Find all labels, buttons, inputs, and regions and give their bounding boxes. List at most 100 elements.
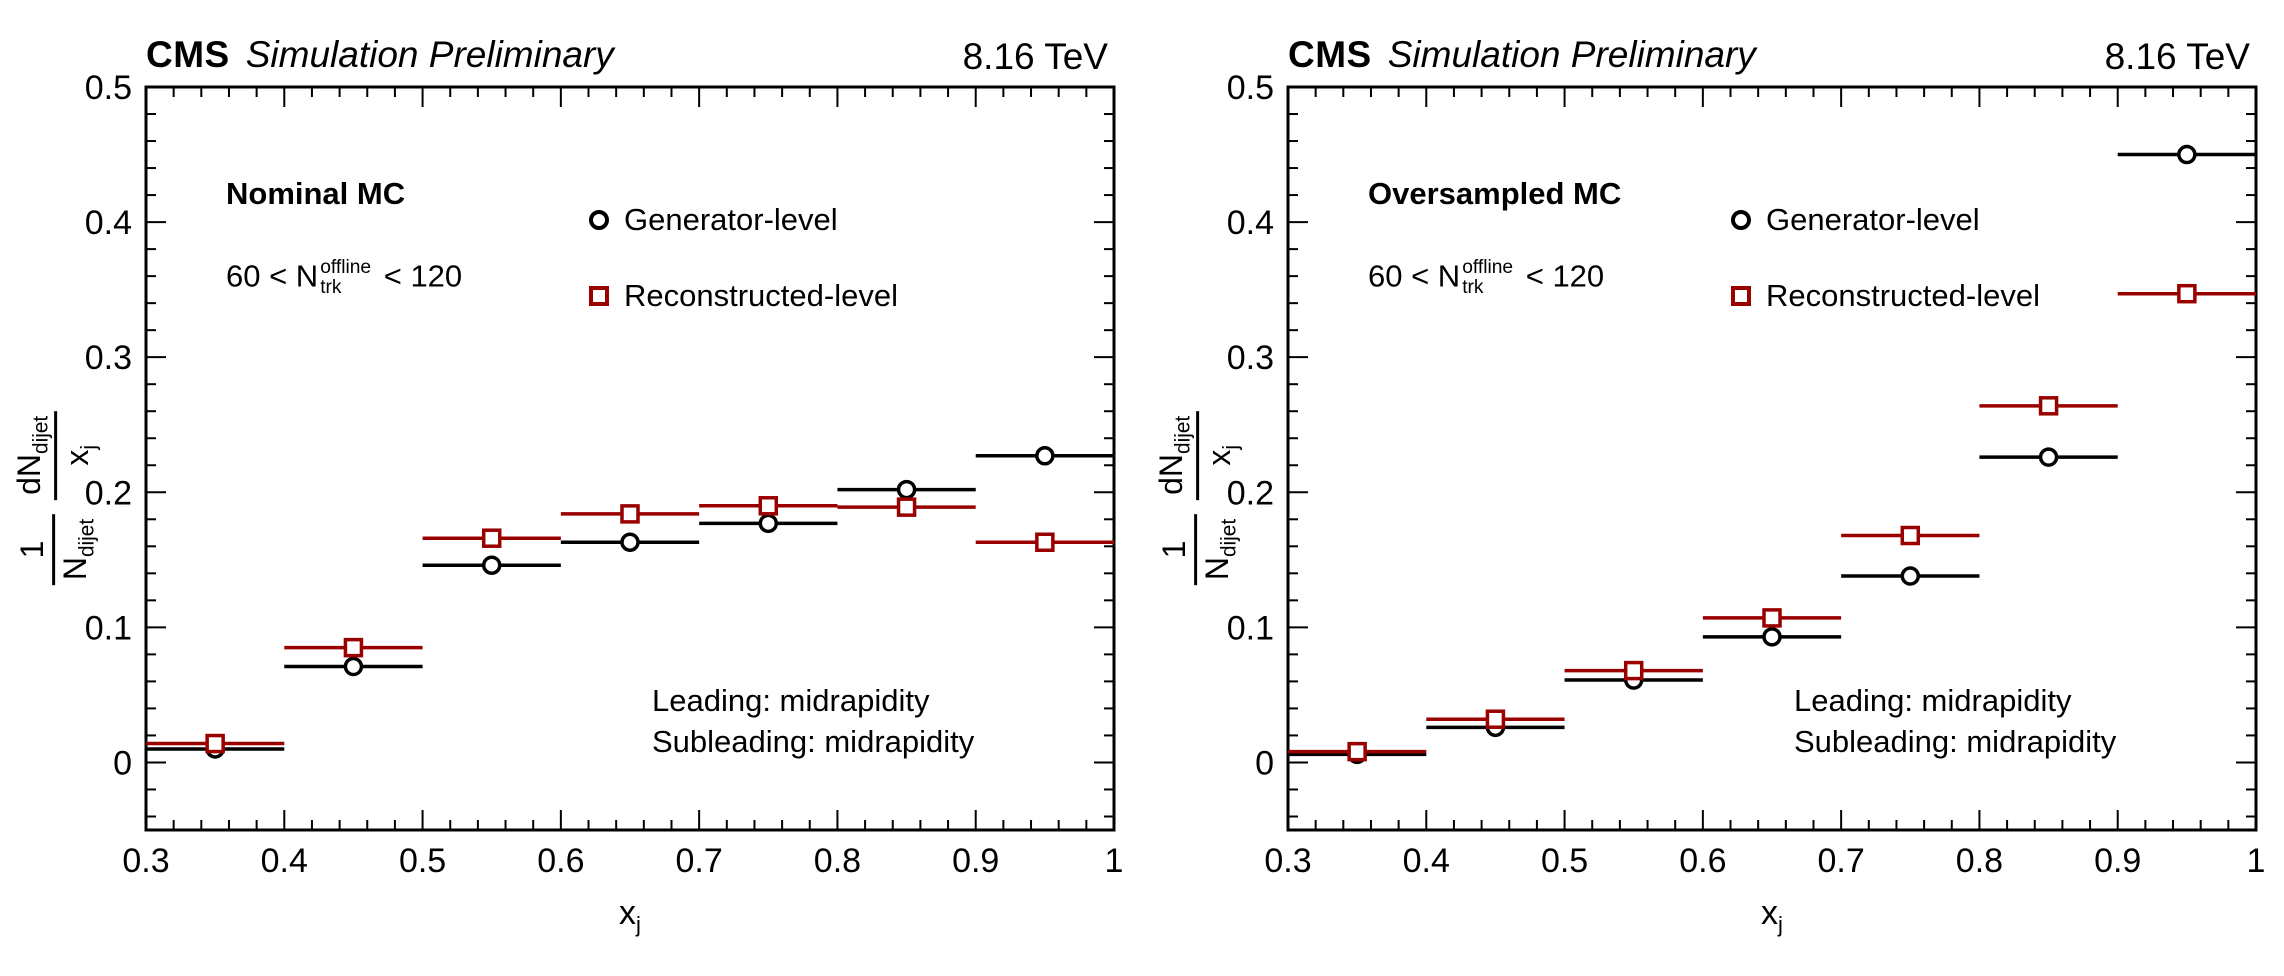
dataset-label: Nominal MC <box>226 176 406 211</box>
data-marker-square <box>2177 283 2197 304</box>
data-marker-circle <box>1900 566 1921 586</box>
data-marker-circle <box>343 656 364 677</box>
simulation-preliminary-label: Simulation Preliminary <box>245 34 614 75</box>
x-tick-label: 0.7 <box>1818 842 1865 880</box>
chart-canvas-oversampled: 0.3 0.4 0.5 0.6 0.7 0.8 0.9 1 0 0.1 0.2 0.3 0.4 0.5 <box>1227 69 2266 880</box>
x-tick-label: 0.5 <box>399 842 446 880</box>
data-marker-square <box>1900 525 1921 546</box>
x-tick-label: 0.6 <box>1679 842 1726 880</box>
legend-marker-circle-icon <box>589 210 609 230</box>
data-marker-circle <box>620 532 640 553</box>
data-marker-circle <box>758 513 779 534</box>
y-tick-label: 0.5 <box>85 69 132 107</box>
legend: Generator-level Reconstructed-level <box>584 202 898 314</box>
rapidity-selection-labels: Leading: midrapidity Subleading: midrapi… <box>652 680 974 762</box>
ntrk-supsub: offline trk <box>320 257 372 299</box>
plot-frame <box>144 85 1116 832</box>
dataset-label: Oversampled MC <box>1368 176 1622 211</box>
data-marker-square <box>896 497 917 517</box>
x-tick-label: 0.3 <box>1264 842 1311 880</box>
x-tick-label: 0.4 <box>1403 842 1450 880</box>
y-tick-label: 0.4 <box>1227 204 1274 242</box>
y-tick-label: 0.4 <box>85 204 132 242</box>
x-tick-label: 0.4 <box>261 842 308 880</box>
y-tick-label: 0.1 <box>1227 609 1274 647</box>
cms-header: CMS Simulation Preliminary <box>146 34 614 76</box>
series-square <box>146 496 1114 754</box>
chart-canvas-nominal: 0.3 0.4 0.5 0.6 0.7 0.8 0.9 1 0 0.1 0.2 0.3 0.4 0.5 <box>85 69 1124 880</box>
y-axis-title: 1 Ndijet dNdijet xj <box>1151 410 1245 586</box>
x-tick-label: 1 <box>2247 842 2266 880</box>
x-tick-label: 1 <box>1105 842 1124 880</box>
data-marker-circle <box>1035 446 1055 466</box>
y-tick-label: 0 <box>113 744 132 782</box>
y-tick-label: 0.2 <box>85 474 132 512</box>
legend-label: Generator-level <box>624 202 838 237</box>
data-marker-square <box>205 733 225 754</box>
plot-frame <box>1286 85 2258 832</box>
energy-label: 8.16 TeV <box>2104 36 2250 77</box>
data-marker-circle <box>481 555 502 575</box>
legend: Generator-level Reconstructed-level <box>1726 202 2040 314</box>
y-axis-fraction-1: 1 Ndijet <box>1153 513 1242 586</box>
experiment-label: CMS <box>1288 34 1372 75</box>
cms-header: CMS Simulation Preliminary <box>1288 34 1756 76</box>
panel-nominal-mc: 0.3 0.4 0.5 0.6 0.7 0.8 0.9 1 0 0.1 0.2 0.3 0.4 0.5 C… <box>9 34 1124 937</box>
energy-label: 8.16 TeV <box>962 36 1108 77</box>
x-tick-label: 0.5 <box>1541 842 1588 880</box>
x-tick-label: 0.7 <box>676 842 723 880</box>
data-marker-circle <box>1762 627 1782 647</box>
series-square <box>1288 283 2256 762</box>
leading-selection-label: Leading: midrapidity <box>1794 683 2072 718</box>
y-tick-label: 0.3 <box>1227 339 1274 377</box>
x-tick-label: 0.6 <box>537 842 584 880</box>
data-marker-circle <box>2177 144 2197 165</box>
x-tick-label: 0.8 <box>1956 842 2003 880</box>
x-tick-label: 0.9 <box>2094 842 2141 880</box>
data-marker-square <box>343 637 364 658</box>
legend-label: Generator-level <box>1766 202 1980 237</box>
subleading-selection-label: Subleading: midrapidity <box>1794 724 2117 759</box>
legend-item: Generator-level <box>584 202 898 238</box>
y-tick-label: 0.2 <box>1227 474 1274 512</box>
experiment-label: CMS <box>146 34 230 75</box>
y-axis-fraction-2: dNdijet xj <box>9 410 103 500</box>
y-axis-title: 1 Ndijet dNdijet xj <box>9 410 103 586</box>
subleading-selection-label: Subleading: midrapidity <box>652 724 975 759</box>
y-tick-label: 0 <box>1255 744 1274 782</box>
data-marker-square <box>2038 396 2059 416</box>
legend-item: Reconstructed-level <box>584 278 898 314</box>
legend-label: Reconstructed-level <box>1766 278 2040 313</box>
y-tick-label: 0.1 <box>85 609 132 647</box>
data-marker-square <box>1347 741 1367 762</box>
x-tick-label: 0.9 <box>952 842 999 880</box>
data-marker-square <box>1623 660 1644 681</box>
x-axis-title: xj <box>619 894 641 937</box>
rapidity-selection-labels: Leading: midrapidity Subleading: midrapi… <box>1794 680 2116 762</box>
legend-label: Reconstructed-level <box>624 278 898 313</box>
legend-marker-circle-icon <box>1731 210 1751 230</box>
data-marker-square <box>481 528 502 548</box>
leading-selection-label: Leading: midrapidity <box>652 683 930 718</box>
x-axis-title: xj <box>1761 894 1783 937</box>
panel-oversampled-mc: 0.3 0.4 0.5 0.6 0.7 0.8 0.9 1 0 0.1 0.2 0.3 0.4 0.5 C… <box>1142 0 2284 976</box>
axes <box>1286 85 2258 832</box>
legend-marker-square-icon <box>1731 286 1751 306</box>
simulation-preliminary-label: Simulation Preliminary <box>1387 34 1756 75</box>
data-marker-square <box>1762 608 1782 628</box>
ntrk-supsub: offline trk <box>1462 257 1514 299</box>
data-marker-square <box>1035 532 1055 553</box>
x-tick-label: 0.3 <box>122 842 169 880</box>
y-axis-fraction-1: 1 Ndijet <box>11 513 100 586</box>
data-marker-square <box>1485 709 1506 729</box>
data-marker-square <box>758 496 779 516</box>
data-marker-circle <box>896 479 917 500</box>
legend-marker-square-icon <box>589 286 609 306</box>
x-tick-label: 0.8 <box>814 842 861 880</box>
y-tick-label: 0.3 <box>85 339 132 377</box>
data-marker-circle <box>2038 447 2059 467</box>
axes <box>144 85 1116 832</box>
